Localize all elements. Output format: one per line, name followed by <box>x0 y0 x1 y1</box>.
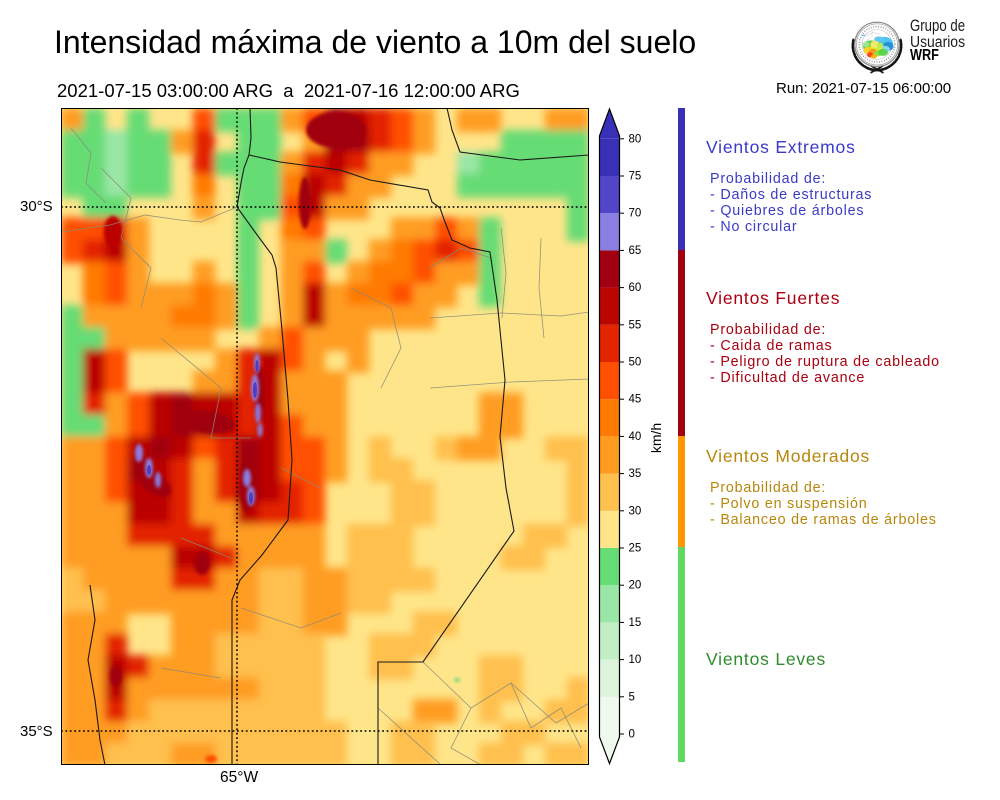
svg-text:80: 80 <box>629 133 642 145</box>
svg-text:30: 30 <box>629 505 642 517</box>
svg-text:40: 40 <box>629 431 642 443</box>
svg-text:20: 20 <box>629 580 642 592</box>
svg-text:55: 55 <box>629 319 642 331</box>
svg-text:15: 15 <box>629 617 642 629</box>
svg-text:35: 35 <box>629 468 642 480</box>
svg-text:60: 60 <box>629 282 642 294</box>
svg-text:75: 75 <box>629 171 642 183</box>
svg-text:25: 25 <box>629 543 642 555</box>
svg-text:km/h: km/h <box>648 423 664 453</box>
svg-text:70: 70 <box>629 208 642 220</box>
svg-text:50: 50 <box>629 357 642 369</box>
svg-text:45: 45 <box>629 394 642 406</box>
svg-text:10: 10 <box>629 654 642 666</box>
svg-text:5: 5 <box>629 691 635 703</box>
svg-text:0: 0 <box>629 729 635 741</box>
svg-text:65: 65 <box>629 245 642 257</box>
